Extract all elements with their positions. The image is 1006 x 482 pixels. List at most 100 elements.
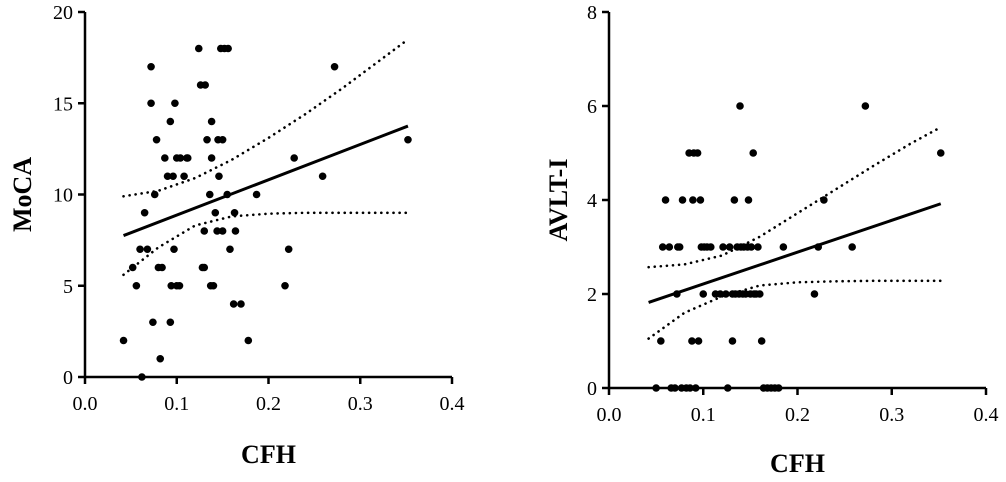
x-tick-label: 0.4 [974,404,999,426]
data-point [728,337,737,345]
x-tick-label: 0.0 [73,393,98,415]
y-tick-label: 20 [53,2,73,24]
data-point [136,245,144,254]
y-tick-label: 0 [587,378,597,400]
y-tick-label: 2 [587,284,597,306]
data-point [814,243,823,251]
data-point [673,290,681,298]
data-point [689,196,697,204]
x-tick-label: 0.1 [164,393,189,415]
data-point [820,196,828,204]
data-point [774,384,783,392]
data-point [213,227,221,235]
data-point [671,384,679,392]
data-point [215,172,223,181]
data-point [290,154,298,162]
data-point [230,208,239,217]
data-point [158,263,166,272]
data-point [756,290,764,298]
data-point [132,281,141,290]
ci-upper-curve [122,38,410,198]
data-point [688,337,696,345]
data-point [678,196,687,204]
data-point [166,318,175,327]
data-point [744,196,753,204]
data-point [149,318,157,327]
data-point [200,263,209,272]
x-tick-label: 0.1 [691,404,716,426]
y-tick-label: 6 [587,96,597,118]
data-point [194,44,203,53]
data-point [223,190,232,199]
data-point [284,245,293,254]
data-point [171,99,179,108]
y-tick-label: 5 [63,276,73,298]
data-point [719,243,727,251]
y-axis-title: AVLT-I [544,159,573,242]
chart-panel-1: 0.0 0.1 0.2 0.3 0.4 0 5 10 15 20 CFH MoCA [8,2,465,469]
regression-line [122,124,409,237]
x-axis-title: CFH [241,440,296,469]
data-point [211,208,220,217]
data-point [747,243,756,251]
data-point [166,117,175,126]
ci-lower-curve [647,279,943,340]
x-tick-label: 0.4 [440,393,465,415]
x-tick-label: 0.2 [256,393,281,415]
data-point [170,245,178,254]
y-tick-label: 0 [63,367,73,389]
data-point [140,208,149,217]
data-point [152,135,161,144]
data-point [281,281,289,290]
data-point [224,44,232,53]
data-point [176,154,185,162]
data-point [861,102,870,110]
x-axis-title: CFH [770,449,825,477]
data-point [694,337,703,345]
data-point [675,243,684,251]
y-tick-label: 8 [587,2,597,24]
y-tick-label: 4 [587,190,597,212]
data-point [231,227,240,235]
data-point [200,227,209,235]
data-point [691,384,700,392]
data-point [330,62,339,71]
data-point [143,245,152,254]
data-point [779,243,788,251]
x-tick-label: 0.0 [597,404,622,426]
data-point [706,243,715,251]
data-point [810,290,819,298]
data-point [252,190,261,199]
data-point [237,300,245,308]
data-point [723,384,732,392]
data-point [693,149,702,157]
data-point [686,384,694,392]
data-point [203,135,211,144]
data-point [128,263,137,272]
data-point [175,281,184,290]
data-point [696,196,705,204]
data-point [757,337,766,345]
y-tick-label: 10 [53,185,73,207]
regression-line [648,202,942,304]
data-point [754,243,762,251]
data-point [848,243,856,251]
data-point [156,354,165,363]
x-tick-label: 0.3 [879,404,904,426]
data-point [150,190,159,199]
data-point [207,117,216,126]
data-point [661,196,670,204]
data-point [652,384,660,392]
data-point [657,337,665,345]
data-point [226,245,234,254]
data-point [207,154,216,162]
data-point [138,373,146,381]
data-point [318,172,327,181]
data-point [119,336,128,345]
data-point [218,227,227,235]
data-point [730,196,739,204]
data-point [936,149,945,157]
y-tick-label: 15 [53,93,73,115]
